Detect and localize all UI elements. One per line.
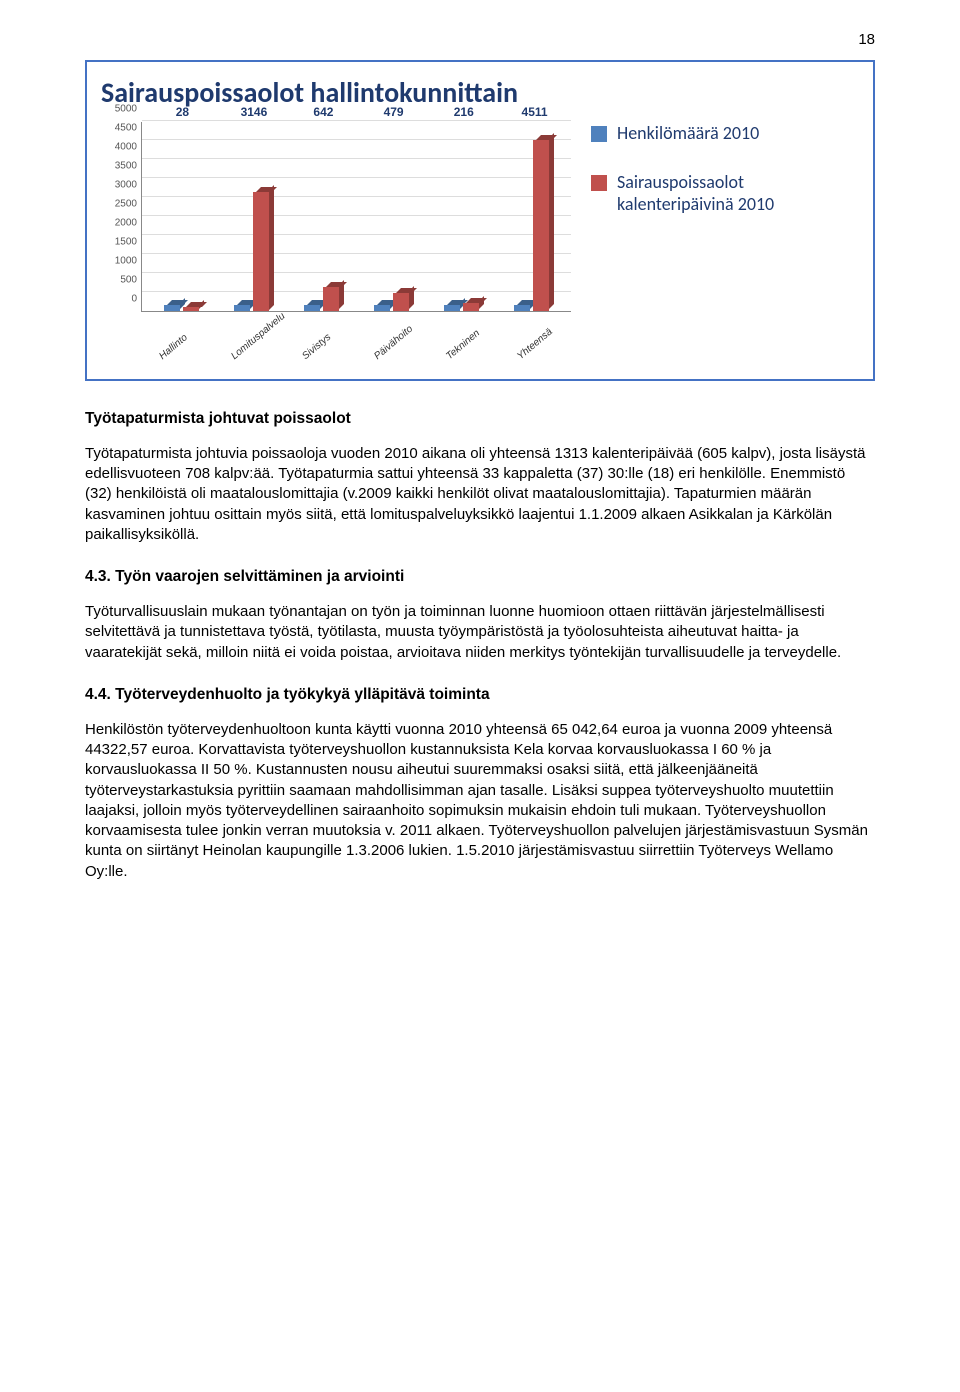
legend-item: Henkilömäärä 2010 <box>591 122 859 145</box>
paragraph-accidents: Työtapaturmista johtuvia poissaoloja vuo… <box>85 444 875 545</box>
bar-series2 <box>533 140 549 311</box>
chart-plot-area: 2831466424792164511 <box>141 122 571 312</box>
bar-value-label: 216 <box>454 104 474 120</box>
category-group: 642 <box>286 122 356 311</box>
y-tick-label: 500 <box>120 273 137 287</box>
y-tick-label: 2500 <box>115 197 137 211</box>
chart-x-labels: HallintoLomituspalveluSivistysPäivähoito… <box>141 316 571 371</box>
gridline <box>142 120 571 121</box>
paragraph-health: Henkilöstön työterveydenhuoltoon kunta k… <box>85 720 875 882</box>
bar-value-label: 3146 <box>241 104 268 120</box>
y-tick-label: 0 <box>131 292 137 306</box>
chart-body: 0500100015002000250030003500400045005000… <box>101 122 859 371</box>
bar-series1 <box>304 305 320 311</box>
bar-series1 <box>374 305 390 311</box>
paragraph-risk: Työturvallisuuslain mukaan työnantajan o… <box>85 602 875 663</box>
bar-series1 <box>164 305 180 311</box>
page-number: 18 <box>85 30 875 50</box>
y-tick-label: 3500 <box>115 159 137 173</box>
bar-value-label: 642 <box>313 104 333 120</box>
legend-item: Sairauspoissaolot kalenteripäivinä 2010 <box>591 171 859 216</box>
bar-series2 <box>463 303 479 311</box>
legend-swatch <box>591 126 607 142</box>
y-tick-label: 1000 <box>115 254 137 268</box>
legend-label: Henkilömäärä 2010 <box>617 122 759 145</box>
bar-series2 <box>253 192 269 312</box>
y-tick-label: 4500 <box>115 121 137 135</box>
chart-plot: 0500100015002000250030003500400045005000… <box>141 122 571 312</box>
bar-value-label: 4511 <box>522 104 548 120</box>
chart-title: Sairauspoissaolot hallintokunnittain <box>101 74 859 112</box>
y-tick-label: 3000 <box>115 178 137 192</box>
heading-risk-assessment: 4.3. Työn vaarojen selvittäminen ja arvi… <box>85 567 875 588</box>
bar-series2 <box>323 287 339 311</box>
category-group: 4511 <box>497 122 567 311</box>
y-tick-label: 5000 <box>115 102 137 116</box>
category-group: 216 <box>427 122 497 311</box>
chart-legend: Henkilömäärä 2010 Sairauspoissaolot kalen… <box>571 122 859 242</box>
bar-series1 <box>234 305 250 311</box>
bar-series2 <box>393 293 409 311</box>
bar-series1 <box>514 305 530 311</box>
category-group: 479 <box>357 122 427 311</box>
category-group: 3146 <box>216 122 286 311</box>
bar-series1 <box>444 305 460 311</box>
chart-y-axis: 0500100015002000250030003500400045005000 <box>101 122 139 312</box>
y-tick-label: 1500 <box>115 235 137 249</box>
y-tick-label: 2000 <box>115 216 137 230</box>
heading-occupational-health: 4.4. Työterveydenhuolto ja työkykyä yllä… <box>85 685 875 706</box>
legend-label: Sairauspoissaolot kalenteripäivinä 2010 <box>617 171 859 216</box>
category-group: 28 <box>146 122 216 311</box>
bar-value-label: 28 <box>176 104 189 120</box>
chart-container: Sairauspoissaolot hallintokunnittain 050… <box>85 60 875 381</box>
heading-accidents: Työtapaturmista johtuvat poissaolot <box>85 409 875 430</box>
y-tick-label: 4000 <box>115 140 137 154</box>
x-axis-label: Yhteensä <box>511 302 601 390</box>
legend-swatch <box>591 175 607 191</box>
bar-value-label: 479 <box>384 104 404 120</box>
chart-plot-zone: 0500100015002000250030003500400045005000… <box>101 122 571 371</box>
